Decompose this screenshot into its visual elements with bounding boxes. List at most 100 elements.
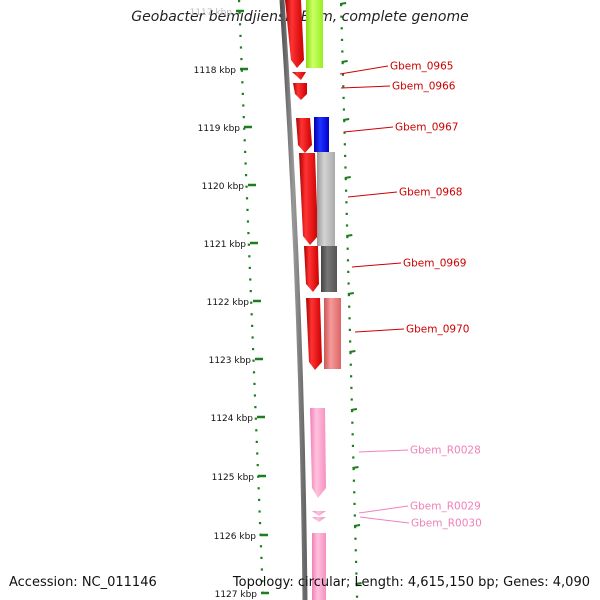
feature-gbem-0969[interactable] <box>304 246 319 292</box>
ring-dot <box>254 406 257 409</box>
ring-dot <box>349 375 353 378</box>
feature-gbem-0966[interactable] <box>293 83 307 100</box>
ring-dot <box>258 510 261 513</box>
ring-dot <box>247 232 250 235</box>
label-leader-line <box>339 65 389 75</box>
feature-gbem-0967[interactable] <box>296 118 312 153</box>
ring-dot <box>350 398 353 401</box>
feature-salmon[interactable] <box>324 298 341 369</box>
label-leader-line <box>347 191 398 198</box>
feature-gbem-0968[interactable] <box>299 153 318 245</box>
ring-dot <box>248 255 251 258</box>
dotted-rings <box>238 0 362 598</box>
ring-dot <box>342 85 345 88</box>
feature-gray-dark[interactable] <box>321 246 337 292</box>
ring-dot <box>256 464 259 467</box>
feature-blue[interactable] <box>314 117 329 152</box>
label-leader-line <box>343 126 394 133</box>
ring-dot <box>238 23 242 26</box>
ring-dot <box>255 440 258 443</box>
scale-tick-label: 1122 kbp <box>207 298 250 308</box>
gene-label[interactable]: Gbem_0966 <box>392 81 456 93</box>
ring-dot <box>348 317 351 320</box>
gene-label[interactable]: Gbem_R0028 <box>410 445 481 457</box>
ring-tick <box>355 582 362 585</box>
gene-label[interactable]: Gbem_R0029 <box>410 501 481 513</box>
ring-dot <box>343 131 346 134</box>
ring-dot <box>253 394 257 397</box>
ring-dot <box>257 475 260 478</box>
ring-dot <box>246 208 249 211</box>
gene-label[interactable]: Gbem_0968 <box>399 187 462 199</box>
ring-dot <box>246 220 250 223</box>
gene-label[interactable]: Gbem_0965 <box>390 61 453 73</box>
feature-gbem-0970[interactable] <box>306 298 322 370</box>
ring-dot <box>345 201 348 204</box>
ring-dot <box>249 278 252 281</box>
ring-dot <box>342 96 345 99</box>
ring-dot <box>253 382 256 385</box>
ring-tick <box>349 350 356 353</box>
gene-label[interactable]: Gbem_0969 <box>403 258 466 270</box>
ring-dot <box>261 591 264 594</box>
label-leader-line <box>351 262 402 268</box>
ring-dot <box>344 189 348 192</box>
ring-dot <box>257 487 260 490</box>
ring-dot <box>260 556 263 559</box>
cds-features <box>285 0 322 370</box>
ring-dot <box>251 348 255 351</box>
ring-dot <box>349 363 352 366</box>
ring-dot <box>354 526 357 529</box>
feature-gbem-0965[interactable] <box>292 72 306 80</box>
ring-dot <box>352 479 356 482</box>
ring-dot <box>252 371 256 374</box>
ring-dot <box>243 139 246 142</box>
ring-dot <box>258 522 262 525</box>
scale-tick-label: 1124 kbp <box>211 414 254 424</box>
feature-gbem-r0029[interactable] <box>312 511 326 516</box>
ring-dot <box>344 154 347 157</box>
feature-gray-light[interactable] <box>317 152 335 246</box>
ring-dot <box>248 266 251 269</box>
ring-dot <box>354 549 357 552</box>
ring-dot <box>261 580 264 583</box>
label-leader-line <box>354 328 405 333</box>
feature-pink-partial[interactable] <box>312 533 326 600</box>
ring-dot <box>259 545 263 548</box>
scale-tick-label: 1117 kbp <box>190 8 233 18</box>
ring-tick <box>341 60 348 63</box>
scale-tick-label: 1125 kbp <box>212 473 255 483</box>
gene-label[interactable]: Gbem_0970 <box>406 324 469 336</box>
ring-dot <box>340 38 344 41</box>
ring-dot <box>344 166 347 169</box>
ring-dot <box>350 410 354 413</box>
ring-dot <box>340 4 343 7</box>
feature-gbem-r0028[interactable] <box>310 408 326 498</box>
scale-tick-label: 1126 kbp <box>214 532 257 542</box>
ring-dot <box>342 108 346 111</box>
ring-dot <box>340 15 343 18</box>
ring-dot <box>244 174 248 177</box>
ring-dot <box>238 0 241 3</box>
feature-gbem-r0030[interactable] <box>312 517 326 522</box>
ring-tick <box>343 118 350 121</box>
feature-gbem-0964[interactable] <box>285 0 304 68</box>
ring-dot <box>245 185 248 188</box>
ring-dot <box>348 328 351 331</box>
second-track-features <box>306 0 341 369</box>
ring-dot <box>353 502 356 505</box>
ring-tick <box>339 2 347 5</box>
ring-dot <box>351 444 355 447</box>
scale-tick-label: 1119 kbp <box>198 124 241 134</box>
ring-dot <box>353 514 356 517</box>
gene-label[interactable]: Gbem_0967 <box>395 122 458 134</box>
gene-label[interactable]: Gbem_R0030 <box>411 518 482 530</box>
ring-dot <box>260 568 264 571</box>
ring-dot <box>345 212 348 215</box>
scale-tick-label: 1118 kbp <box>194 66 237 76</box>
scale-ticks: 1117 kbp 1118 kbp 1119 kbp 1120 kbp 1121 kbp… <box>190 8 269 600</box>
feature-lime[interactable] <box>306 0 323 68</box>
ring-dot <box>346 259 350 262</box>
ring-dot <box>241 81 244 84</box>
